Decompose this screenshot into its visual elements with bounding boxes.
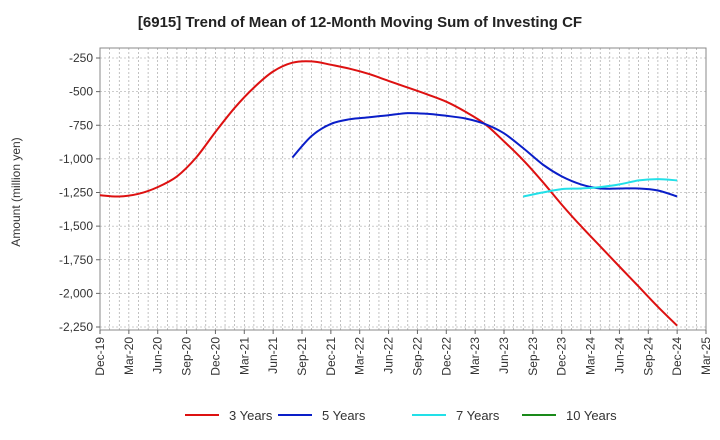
series-line-7-years: [523, 178, 678, 198]
legend: 3 Years 5 Years 7 Years 10 Years: [0, 405, 720, 425]
x-tick-label: Sep-23: [526, 337, 540, 376]
x-tick-label: Dec-19: [93, 337, 107, 376]
y-tick-label: -500: [69, 85, 93, 99]
x-tick-label: Jun-24: [612, 337, 626, 374]
y-tick-label: -250: [69, 51, 93, 65]
y-tick-label: -750: [69, 118, 93, 132]
chart-title: [6915] Trend of Mean of 12-Month Moving …: [137, 14, 583, 31]
legend-item-3-years: 3 Years: [185, 405, 272, 425]
x-tick-label: Mar-21: [237, 337, 251, 375]
x-tick-label: Sep-20: [180, 337, 194, 376]
x-tick-label: Sep-21: [295, 337, 309, 376]
x-tick-label: Mar-22: [353, 337, 367, 375]
x-tick-label: Dec-20: [208, 337, 222, 376]
legend-swatch: [522, 414, 556, 416]
x-tick-label: Mar-25: [699, 337, 713, 375]
series-lines: [99, 60, 678, 327]
x-tick-label: Sep-22: [410, 337, 424, 376]
legend-label: 3 Years: [229, 407, 273, 423]
y-tick-label: -2,250: [59, 320, 93, 334]
legend-item-5-years: 5 Years: [278, 405, 365, 425]
x-tick-label: Mar-23: [468, 337, 482, 375]
y-axis-ticks: -250 -500 -750 -1,000 -1,250 -1,500 -1,750 -2,0…: [59, 51, 100, 334]
x-axis-ticks: Dec-19 Mar-20 Jun-20 Sep-20 Dec-20 Mar-21 Jun-…: [93, 330, 713, 376]
x-tick-label: Dec-24: [670, 337, 684, 376]
legend-label: 5 Years: [322, 407, 366, 423]
legend-label: 10 Years: [566, 407, 617, 423]
series-line-3-years: [99, 60, 678, 327]
y-axis-label: Amount (million yen): [9, 137, 23, 246]
legend-label: 7 Years: [456, 407, 500, 423]
x-tick-label: Mar-24: [584, 337, 598, 375]
legend-swatch: [185, 414, 219, 416]
legend-swatch: [278, 414, 312, 416]
y-tick-label: -1,250: [59, 186, 93, 200]
x-tick-label: Dec-23: [555, 337, 569, 376]
legend-item-10-years: 10 Years: [522, 405, 617, 425]
x-tick-label: Jun-21: [266, 337, 280, 374]
x-tick-label: Mar-20: [122, 337, 136, 375]
x-tick-label: Jun-22: [382, 337, 396, 374]
plot-frame: [99, 47, 707, 331]
x-tick-label: Jun-20: [151, 337, 165, 374]
y-tick-label: -1,750: [59, 253, 93, 267]
x-tick-label: Sep-24: [641, 337, 655, 376]
series-line-5-years: [291, 112, 678, 198]
legend-item-7-years: 7 Years: [412, 405, 499, 425]
y-tick-label: -1,000: [59, 152, 93, 166]
x-tick-label: Dec-21: [324, 337, 338, 376]
y-tick-label: -1,500: [59, 219, 93, 233]
x-tick-label: Dec-22: [439, 337, 453, 376]
x-tick-label: Jun-23: [497, 337, 511, 374]
legend-swatch: [412, 414, 446, 416]
y-tick-label: -2,000: [59, 286, 93, 300]
